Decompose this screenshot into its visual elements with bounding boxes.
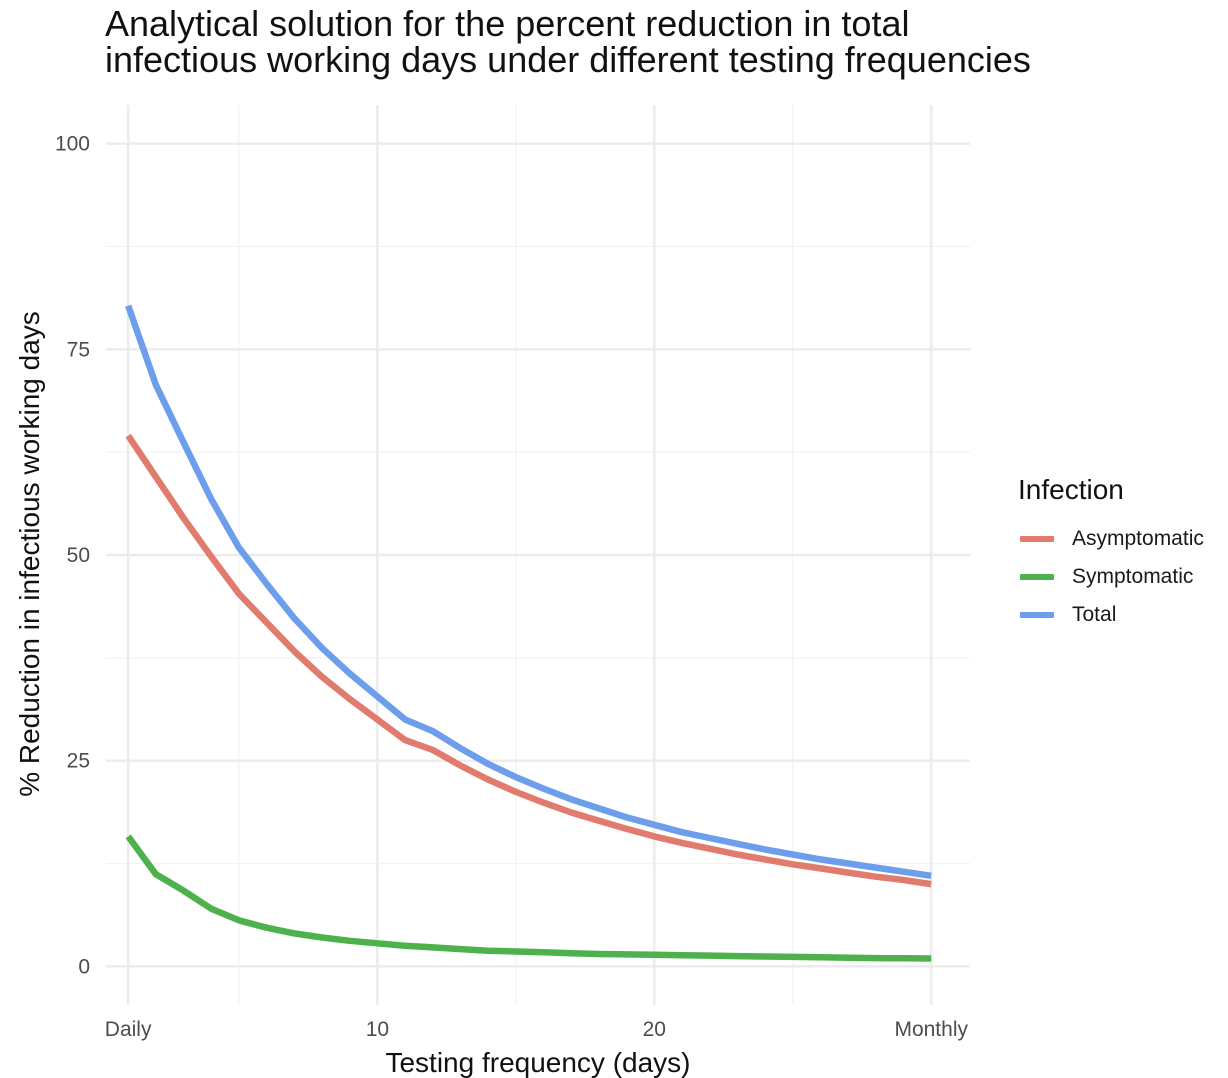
x-tick-label: Monthly (894, 1018, 968, 1041)
x-tick-label: 20 (643, 1018, 666, 1041)
legend-title: Infection (1018, 474, 1124, 505)
series-line-symptomatic (125, 834, 932, 962)
x-tick-label: Daily (105, 1018, 152, 1041)
y-tick-label: 75 (67, 338, 90, 361)
legend-key-total (1020, 612, 1054, 618)
y-axis-title: % Reduction in infectious working days (14, 311, 45, 797)
x-axis-title: Testing frequency (days) (385, 1047, 690, 1078)
legend-key-symptomatic (1020, 574, 1054, 580)
tick-labels: 0 25 50 75 100 Daily 10 20 Monthly (55, 133, 969, 1041)
x-tick-label: 10 (366, 1018, 389, 1041)
legend-label-symptomatic: Symptomatic (1072, 565, 1194, 588)
legend-item-total: Total (1018, 596, 1204, 634)
legend-item-asymptomatic: Asymptomatic (1018, 520, 1204, 558)
legend-label-total: Total (1072, 603, 1117, 626)
series-line-asymptomatic (125, 433, 932, 888)
legend-item-symptomatic: Symptomatic (1018, 558, 1204, 596)
legend-label-asymptomatic: Asymptomatic (1072, 527, 1204, 550)
y-tick-label: 25 (67, 750, 90, 773)
series-line-total (125, 304, 932, 880)
chart-title-line-1: Analytical solution for the percent redu… (105, 3, 910, 44)
chart-title: Analytical solution for the percent redu… (105, 6, 1031, 78)
y-tick-label: 100 (55, 133, 90, 156)
legend-key-asymptomatic (1020, 536, 1054, 542)
chart-title-line-2: infectious working days under different … (105, 39, 1031, 80)
y-tick-label: 50 (67, 544, 90, 567)
series-lines (125, 304, 932, 962)
grid (106, 105, 970, 1005)
legend: Infection Asymptomatic Symptomatic Total (1018, 474, 1204, 634)
y-tick-label: 0 (78, 955, 90, 978)
